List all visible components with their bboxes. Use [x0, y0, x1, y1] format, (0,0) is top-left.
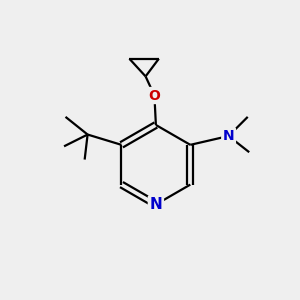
Text: O: O: [148, 88, 160, 103]
Text: N: N: [149, 197, 162, 212]
Text: N: N: [223, 129, 234, 143]
